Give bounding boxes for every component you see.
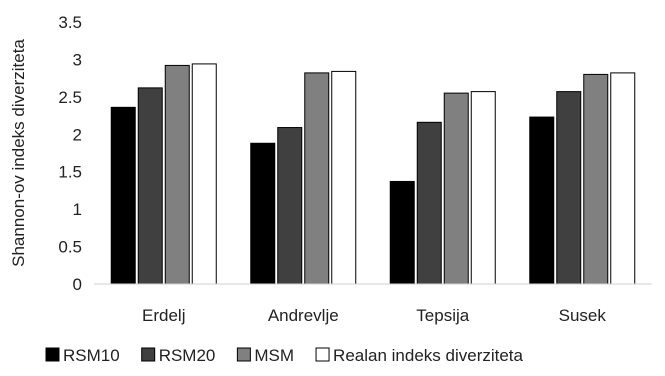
legend: RSM10 RSM20 MSM Realan indeks diverziteta	[45, 346, 524, 365]
x-axis-labels: Erdelj Andrevlje Tepsija Susek	[142, 306, 606, 325]
legend-label: MSM	[254, 346, 294, 365]
y-axis-title-group: Shannon-ov indeks diverziteta	[9, 39, 28, 267]
bar-rsm20-susek	[556, 91, 582, 285]
x-category-label: Susek	[559, 306, 607, 325]
bar-rsm10-erdelj	[110, 106, 136, 285]
legend-swatch	[315, 347, 330, 362]
bar-rsm10-tepsija	[389, 180, 415, 285]
y-tick-label: 2	[73, 125, 82, 144]
y-tick-label: 1.5	[58, 163, 82, 182]
legend-label: RSM20	[159, 346, 216, 365]
bar-msm-susek	[583, 73, 609, 285]
bar-rsm20-tepsija	[416, 121, 442, 285]
y-tick-label: 0.5	[58, 238, 82, 257]
legend-label: Realan indeks diverziteta	[333, 346, 523, 365]
y-tick-label: 0	[73, 275, 82, 294]
y-axis-ticks: 0 0.5 1 1.5 2 2.5 3 3.5	[58, 13, 82, 294]
bar-rsm10-andrevlje	[250, 142, 276, 285]
x-category-label: Tepsija	[416, 306, 469, 325]
x-category-label: Erdelj	[142, 306, 185, 325]
y-tick-label: 3.5	[58, 13, 82, 32]
bar-realan-indeks-diverziteta-tepsija	[470, 91, 496, 285]
y-tick-label: 3	[73, 50, 82, 69]
bar-realan-indeks-diverziteta-susek	[610, 72, 636, 285]
y-axis-title: Shannon-ov indeks diverziteta	[9, 39, 28, 267]
bar-rsm20-erdelj	[137, 87, 163, 285]
bar-realan-indeks-diverziteta-erdelj	[191, 63, 217, 285]
y-tick-label: 1	[73, 200, 82, 219]
bar-msm-tepsija	[443, 92, 469, 285]
bar-msm-erdelj	[164, 64, 190, 285]
bar-rsm20-andrevlje	[277, 127, 303, 285]
legend-swatch	[141, 347, 156, 362]
bar-rsm10-susek	[529, 116, 555, 285]
legend-swatch	[45, 347, 60, 362]
bar-realan-indeks-diverziteta-andrevlje	[331, 70, 357, 285]
bar-msm-andrevlje	[304, 72, 330, 285]
bars	[110, 63, 636, 285]
x-category-label: Andrevlje	[268, 306, 339, 325]
y-tick-label: 2.5	[58, 88, 82, 107]
legend-swatch	[236, 347, 251, 362]
legend-label: RSM10	[63, 346, 120, 365]
